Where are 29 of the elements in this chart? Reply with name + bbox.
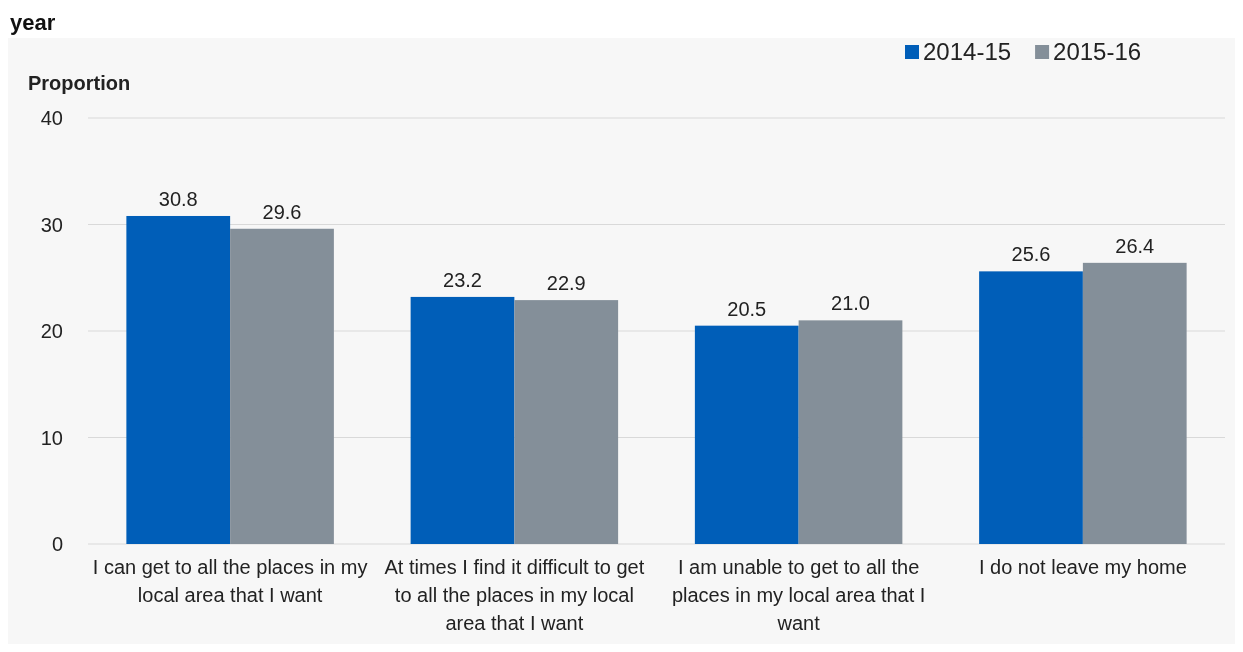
x-tick-label: I do not leave my home <box>978 556 1187 578</box>
bar <box>410 296 515 544</box>
chart-title: year <box>10 10 56 35</box>
data-label: 25.6 <box>1011 243 1051 266</box>
y-tick-label: 30 <box>40 213 63 236</box>
y-tick-label: 40 <box>40 107 63 129</box>
data-label: 26.4 <box>1115 234 1155 257</box>
x-tick-label: I can get to all the places in my local area that I want <box>92 556 368 606</box>
data-label: 21.0 <box>831 292 870 315</box>
bar <box>514 300 619 544</box>
legend-label: 2015-16 <box>1053 38 1142 66</box>
bar <box>230 228 334 544</box>
y-tick-label: 20 <box>40 320 63 342</box>
bar <box>126 215 231 544</box>
x-tick-label: At times I find it difficult to get to all the places in my local area that I want <box>384 556 645 634</box>
y-axis-title: Proportion <box>28 72 131 94</box>
data-label: 23.2 <box>443 268 482 291</box>
bar <box>798 320 903 544</box>
data-label: 29.6 <box>262 200 302 223</box>
data-label: 30.8 <box>158 187 198 210</box>
x-tick-label: I am unable to get to all the places in my local area that I want <box>671 556 926 634</box>
y-tick-label: 0 <box>51 533 63 555</box>
bar <box>694 325 799 544</box>
bar <box>1082 262 1187 544</box>
y-tick-label: 10 <box>40 426 63 449</box>
bar <box>979 271 1083 544</box>
data-label: 20.5 <box>727 297 767 320</box>
data-label: 22.9 <box>546 272 586 295</box>
legend-label: 2014-15 <box>923 38 1012 66</box>
